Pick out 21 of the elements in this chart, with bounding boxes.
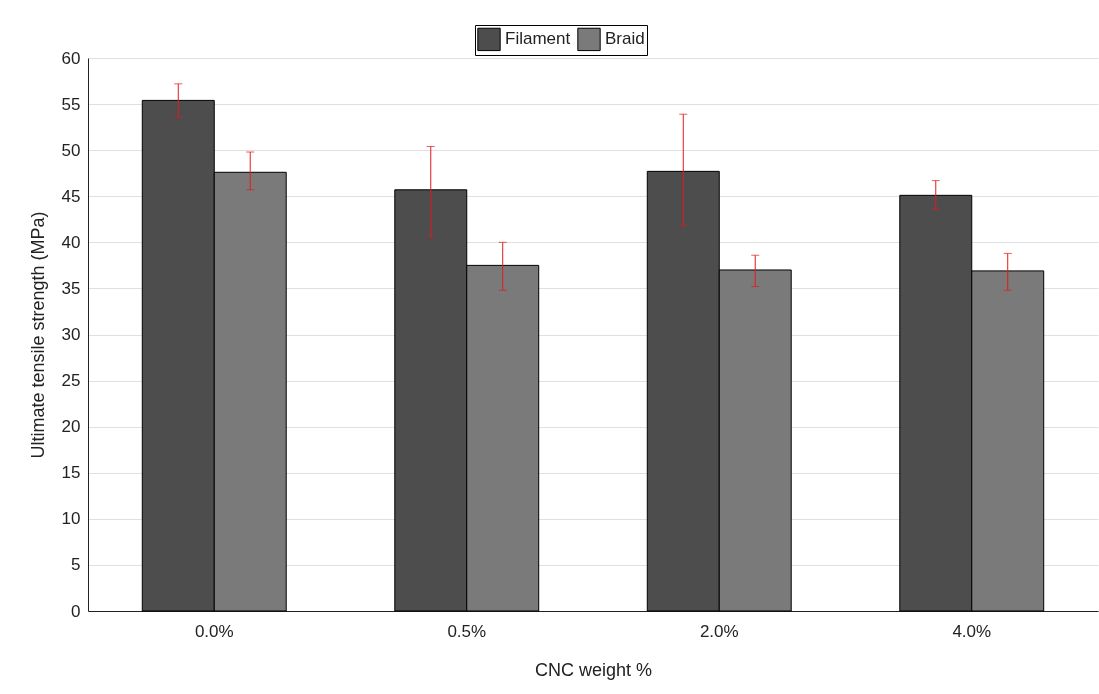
x-tick-label: 0.0%: [194, 621, 234, 641]
y-tick-label: 55: [61, 94, 81, 114]
x-tick-label: 4.0%: [952, 621, 992, 641]
legend-label: Braid: [605, 29, 645, 49]
y-tick-label: 45: [61, 186, 81, 206]
y-tick-label: 40: [61, 232, 81, 252]
y-tick-label: 50: [61, 140, 81, 160]
x-tick-label: 2.0%: [699, 621, 739, 641]
y-axis-title: Ultimate tensile strength (MPa): [27, 211, 48, 459]
y-tick-label: 20: [61, 417, 81, 437]
y-tick-label: 30: [61, 325, 81, 344]
y-tick-label: 60: [61, 48, 81, 68]
y-tick-label: 15: [61, 463, 81, 483]
y-tick-label: 25: [61, 371, 81, 391]
y-tick-label: 0: [71, 601, 81, 621]
y-tick-label: 10: [61, 509, 81, 529]
legend-label: Filament: [505, 29, 571, 49]
x-axis-title: CNC weight %: [534, 659, 653, 680]
x-tick-label: 0.5%: [447, 621, 487, 641]
y-tick-label: 35: [61, 278, 81, 298]
y-tick-label: 5: [71, 555, 81, 575]
